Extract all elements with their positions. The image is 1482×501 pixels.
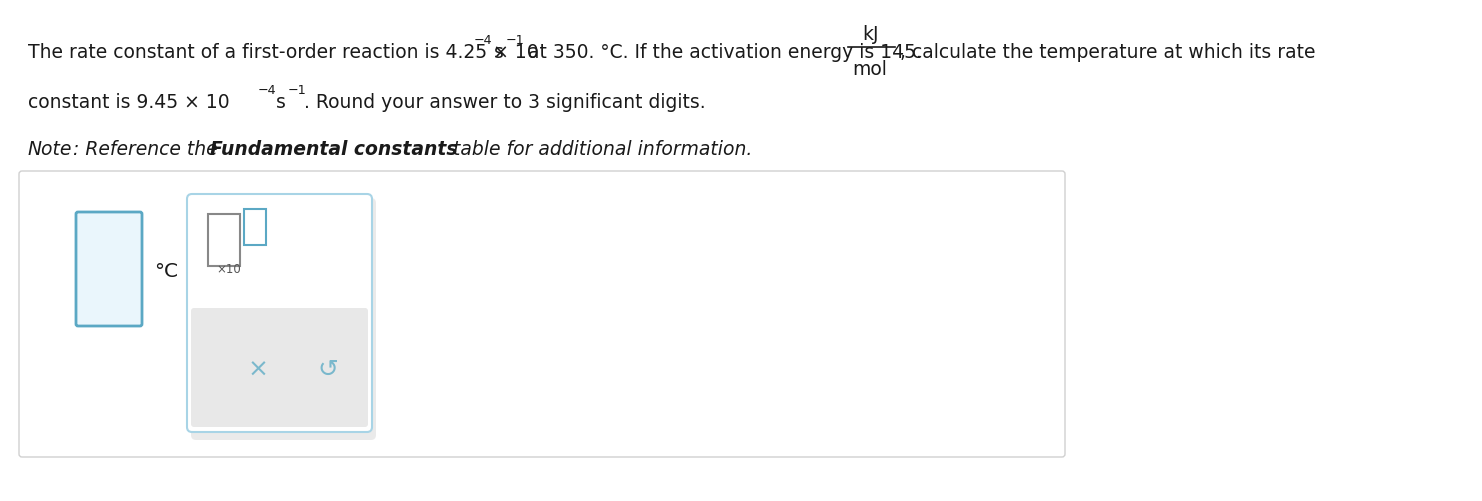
FancyBboxPatch shape <box>191 309 368 427</box>
Text: s: s <box>276 93 286 112</box>
Bar <box>245 209 265 245</box>
Bar <box>207 214 240 267</box>
Text: : Reference the: : Reference the <box>73 140 224 159</box>
Text: ↺: ↺ <box>317 357 338 381</box>
Text: −4: −4 <box>258 84 277 97</box>
Text: ×10: ×10 <box>216 263 240 276</box>
Text: −1: −1 <box>288 84 307 97</box>
Text: ×: × <box>247 357 268 381</box>
Text: −4: −4 <box>474 34 492 47</box>
Text: Note: Note <box>28 140 73 159</box>
Text: Fundamental constants: Fundamental constants <box>210 140 458 159</box>
Text: −1: −1 <box>505 34 525 47</box>
FancyBboxPatch shape <box>19 172 1066 457</box>
Text: s: s <box>494 43 504 62</box>
Text: at 350. °C. If the activation energy is 145.: at 350. °C. If the activation energy is … <box>522 43 922 62</box>
Text: table for additional information.: table for additional information. <box>448 140 753 159</box>
FancyBboxPatch shape <box>191 198 376 440</box>
Text: constant is 9.45 × 10: constant is 9.45 × 10 <box>28 93 230 112</box>
Text: kJ: kJ <box>861 25 879 44</box>
FancyBboxPatch shape <box>76 212 142 326</box>
Text: . Round your answer to 3 significant digits.: . Round your answer to 3 significant dig… <box>304 93 705 112</box>
Text: , calculate the temperature at which its rate: , calculate the temperature at which its… <box>900 43 1316 62</box>
Text: The rate constant of a first-order reaction is 4.25 × 10: The rate constant of a first-order react… <box>28 43 538 62</box>
Text: °C: °C <box>154 262 178 281</box>
FancyBboxPatch shape <box>187 194 372 432</box>
Text: mol: mol <box>852 60 888 79</box>
